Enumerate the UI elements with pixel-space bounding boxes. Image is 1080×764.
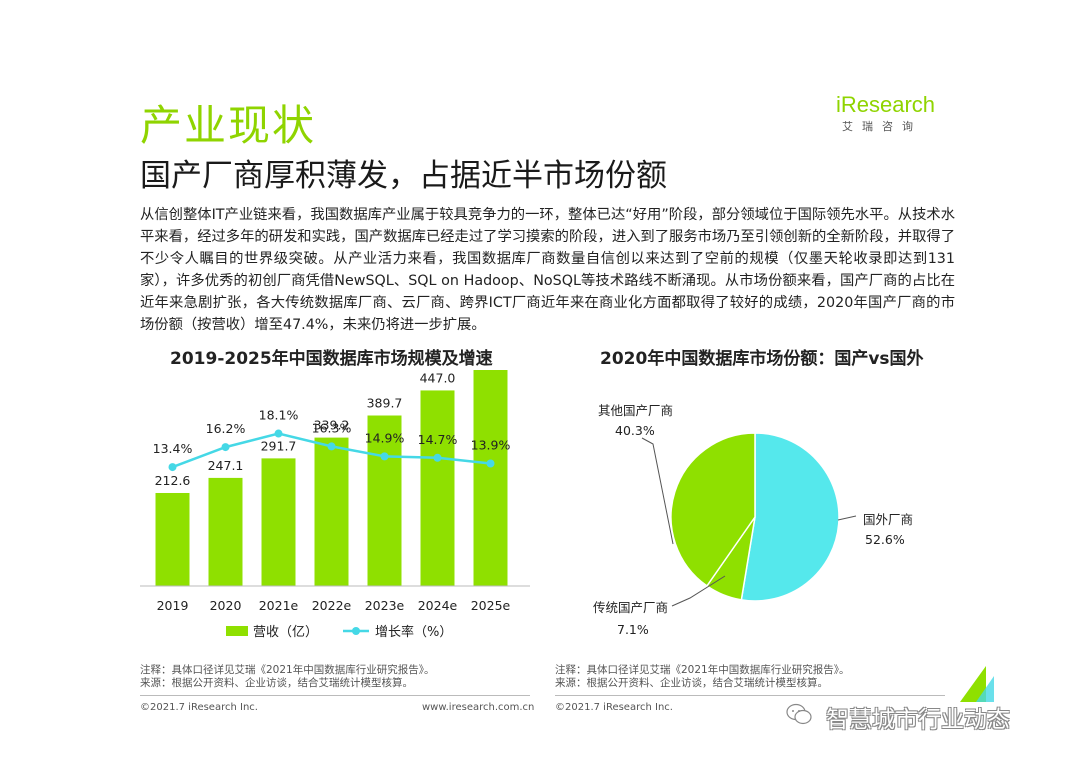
logo-cn-text: 艾瑞咨询: [842, 120, 922, 133]
corner-triangle-cyan: [976, 676, 994, 702]
watermark-text: 智慧城市行业动态: [826, 707, 1010, 733]
bar-label-2021e: 291.7: [261, 438, 297, 453]
pie-value-other: 40.3%: [615, 423, 655, 438]
corner-triangle: [960, 666, 986, 702]
footer-divider-right: [555, 695, 945, 696]
line-point-2019: [168, 463, 177, 472]
x-tick-2022e: 2022e: [312, 598, 352, 613]
page-subtitle: 国产厂商厚积薄发，占据近半市场份额: [140, 158, 667, 194]
pie-slice-0: [740, 432, 840, 602]
bar-2021e: [261, 458, 296, 586]
x-tick-2019: 2019: [157, 598, 189, 613]
line-point-2022e: [327, 442, 336, 451]
line-label-2023e: 14.9%: [365, 430, 405, 445]
bar-chart-title: 2019-2025年中国数据库市场规模及增速: [170, 349, 493, 369]
bar-2020: [208, 477, 243, 586]
wechat-icon: [786, 703, 812, 725]
source-right: 来源：根据公开资料、企业访谈，结合艾瑞统计模型核算。: [555, 677, 828, 689]
website-url: www.iresearch.com.cn: [422, 702, 535, 713]
pie-chart-title: 2020年中国数据库市场份额：国产vs国外: [600, 349, 924, 369]
legend-bar-label: 营收（亿）: [253, 625, 318, 640]
pie-value-foreign: 52.6%: [865, 532, 905, 547]
x-tick-2023e: 2023e: [365, 598, 405, 613]
bar-2019: [155, 492, 190, 586]
pie-value-traditional: 7.1%: [617, 622, 649, 637]
footnote-right: 注释：具体口径详见艾瑞《2021年中国数据库行业研究报告》。: [555, 664, 850, 676]
line-label-2022e: 16.3%: [312, 420, 352, 435]
line-point-2023e: [380, 452, 389, 461]
bar-2025e: [473, 370, 508, 586]
line-point-2021e: [274, 429, 283, 438]
x-tick-2024e: 2024e: [418, 598, 458, 613]
iresearch-logo: iResearch 艾瑞咨询: [836, 92, 946, 144]
market-share-pie-chart: 其他国产厂商 40.3% 国外厂商 52.6% 传统国产厂商 7.1%: [593, 403, 913, 637]
bar-2023e: [367, 415, 402, 586]
legend-line-label: 增长率（%）: [375, 624, 452, 640]
copyright-left: ©2021.7 iResearch Inc.: [140, 702, 258, 713]
line-label-2019: 13.4%: [153, 441, 193, 456]
bar-label-2024e: 447.0: [420, 370, 456, 385]
pie-slices: [670, 432, 840, 602]
line-label-2020: 16.2%: [206, 421, 246, 436]
corner-decoration: [960, 666, 994, 702]
line-series: 13.4% 16.2% 18.1% 16.3% 14.9% 14.7% 13.9%: [153, 408, 511, 472]
x-tick-2025e: 2025e: [471, 598, 511, 613]
leader-line-foreign: [837, 515, 857, 521]
x-ticks: 2019 2020 2021e 2022e 2023e 2024e 2025e: [157, 598, 511, 613]
line-point-2020: [221, 443, 230, 452]
line-label-2025e: 13.9%: [471, 438, 511, 453]
x-tick-2021e: 2021e: [259, 598, 299, 613]
line-point-2024e: [433, 453, 442, 462]
footnote-left: 注释：具体口径详见艾瑞《2021年中国数据库行业研究报告》。: [140, 664, 435, 676]
leader-line-other: [641, 437, 674, 545]
page-title: 产业现状: [140, 101, 317, 150]
line-point-2025e: [486, 459, 495, 468]
bar-label-2023e: 389.7: [367, 396, 403, 411]
intro-paragraph: 从信创整体IT产业链来看，我国数据库产业属于较具竞争力的一环，整体已达“好用”阶…: [140, 207, 955, 333]
copyright-right: ©2021.7 iResearch Inc.: [555, 702, 673, 713]
line-label-2024e: 14.7%: [418, 432, 458, 447]
source-left: 来源：根据公开资料、企业访谈，结合艾瑞统计模型核算。: [140, 677, 413, 689]
pie-label-traditional: 传统国产厂商: [593, 600, 668, 615]
pie-slice-2: [670, 432, 756, 587]
bar-label-2020: 247.1: [208, 458, 244, 473]
logo-brand-text: iResearch: [836, 92, 936, 117]
leader-line-traditional: [671, 575, 726, 607]
bar-label-2019: 212.6: [155, 473, 191, 488]
legend: 营收（亿） 增长率（%）: [226, 624, 452, 640]
bar-label-2022e: 339.2: [314, 418, 350, 433]
x-tick-2020: 2020: [210, 598, 242, 613]
pie-label-foreign: 国外厂商: [863, 512, 913, 527]
line-label-2021e: 18.1%: [259, 408, 299, 423]
bar-2024e: [420, 390, 455, 586]
legend-bar-swatch: [226, 626, 248, 636]
pie-label-other: 其他国产厂商: [598, 403, 673, 418]
legend-line-marker: [352, 627, 360, 635]
footer-divider-left: [140, 695, 530, 696]
bar-2022e: [314, 437, 349, 586]
